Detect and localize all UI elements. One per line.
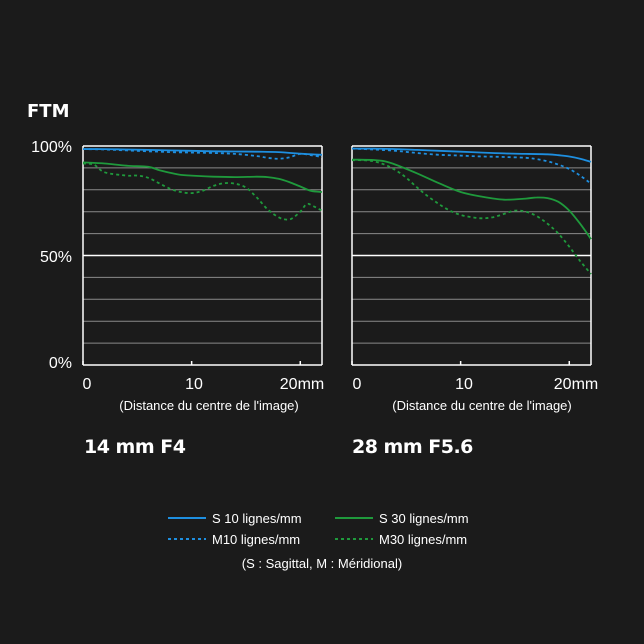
series-line-s-30-lignes-mm bbox=[82, 161, 323, 193]
legend-label: S 10 lignes/mm bbox=[212, 511, 302, 526]
x-tick-label: 0 bbox=[83, 376, 92, 393]
x-tick-label: 0 bbox=[353, 376, 362, 393]
y-unit-label: FTM bbox=[27, 101, 70, 122]
x-axis-label: (Distance du centre de l'image) bbox=[119, 398, 299, 413]
x-tick-label: 10 bbox=[455, 376, 473, 393]
series-line-s-10-lignes-mm bbox=[352, 147, 592, 163]
legend-label: S 30 lignes/mm bbox=[379, 511, 469, 526]
x-axis-label: (Distance du centre de l'image) bbox=[392, 398, 572, 413]
chart-panel-14mm bbox=[82, 145, 323, 366]
series-line-s-10-lignes-mm bbox=[82, 148, 323, 156]
series-line-m10-lignes-mm bbox=[82, 148, 323, 160]
legend: S 10 lignes/mm S 30 lignes/mm M10 lignes… bbox=[168, 511, 469, 571]
y-tick-label: 0% bbox=[49, 355, 72, 372]
legend-label: M30 lignes/mm bbox=[379, 532, 467, 547]
y-tick-label: 100% bbox=[31, 139, 72, 156]
series-line-m10-lignes-mm bbox=[351, 147, 592, 185]
series-line-s-30-lignes-mm bbox=[351, 158, 592, 240]
legend-label: M10 lignes/mm bbox=[212, 532, 300, 547]
series-line-m30-lignes-mm bbox=[351, 159, 592, 275]
chart-title-28mm: 28 mm F5.6 bbox=[352, 436, 473, 458]
x-tick-label: 20mm bbox=[554, 376, 598, 393]
series-line-m30-lignes-mm bbox=[82, 162, 323, 221]
y-tick-label: 50% bbox=[40, 249, 72, 266]
x-tick-label: 10 bbox=[185, 376, 203, 393]
x-tick-label: 20mm bbox=[280, 376, 324, 393]
legend-note: (S : Sagittal, M : Méridional) bbox=[242, 556, 402, 571]
chart-title-14mm: 14 mm F4 bbox=[84, 436, 186, 458]
chart-panel-28mm bbox=[351, 145, 592, 366]
